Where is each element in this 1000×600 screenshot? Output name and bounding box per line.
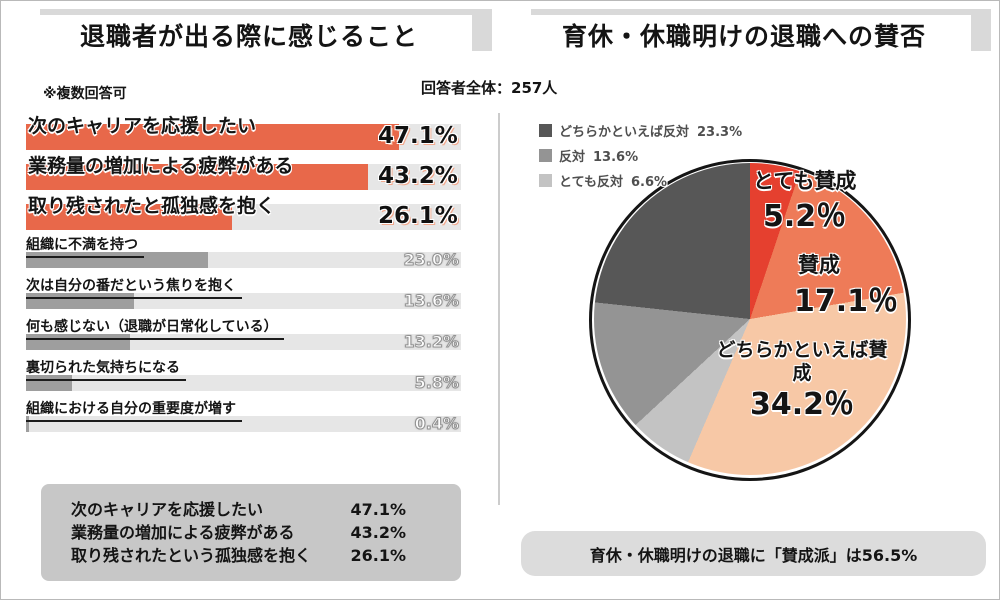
legend-pct: 6.6% xyxy=(631,175,667,190)
conclusion-note: 育休・休職明けの退職に「賛成派」は56.5% xyxy=(521,531,986,576)
bar-label: 次のキャリアを応援したい xyxy=(28,111,256,138)
bar-row: 何も感じない（退職が日常化している） 13.2% xyxy=(26,315,461,356)
summary-row: 業務量の増加による疲弊がある 43.2% xyxy=(71,521,406,544)
bar-label: 業務量の増加による疲弊がある xyxy=(28,151,293,178)
bar-row: 次のキャリアを応援したい 47.1% xyxy=(26,113,461,153)
bar-label: 何も感じない（退職が日常化している） xyxy=(26,316,284,340)
legend-label-text: どちらかといえば反対 xyxy=(559,125,689,140)
legend-item: どちらかといえば反対 23.3% xyxy=(539,121,742,140)
multiple-answers-note: ※複数回答可 xyxy=(43,83,127,103)
infographic-page: 退職者が出る際に感じること 育休・休職明けの退職への賛否 ※複数回答可 回答者全… xyxy=(0,0,1000,600)
legend-label-text: 反対 xyxy=(559,150,585,165)
bar-row: 組織に不満を持つ 23.0% xyxy=(26,233,461,274)
bar-value: 13.2% xyxy=(403,332,459,351)
bar-value: 0.4% xyxy=(415,414,459,433)
legend-item: とても反対 6.6% xyxy=(539,171,742,190)
bar-label: 取り残されたと孤独感を抱く xyxy=(28,191,275,218)
bar-value: 26.1% xyxy=(378,203,458,229)
bar-row: 裏切られた気持ちになる 5.8% xyxy=(26,356,461,397)
legend-pct: 23.3% xyxy=(697,125,742,140)
pie-slice-value: 34.2％ xyxy=(713,387,891,423)
legend-pct: 13.6% xyxy=(593,150,638,165)
pie-slice-label: 賛成 xyxy=(798,249,840,279)
legend-swatch xyxy=(539,174,552,187)
summary-row: 次のキャリアを応援したい 47.1% xyxy=(71,498,406,521)
left-section-title: 退職者が出る際に感じること xyxy=(26,9,488,55)
bar-value: 5.8% xyxy=(415,373,459,392)
summary-label: 取り残されたという孤独感を抱く xyxy=(71,544,311,567)
bar-row: 業務量の増加による疲弊がある 43.2% xyxy=(26,153,461,193)
summary-label: 次のキャリアを応援したい xyxy=(71,498,263,521)
pie-slice-label: どちらかといえば賛成 xyxy=(713,339,891,385)
bar-value: 43.2% xyxy=(378,163,458,189)
legend-label: とても反対 6.6% xyxy=(559,171,667,190)
pie-slice-value: 17.1％ xyxy=(794,276,898,320)
right-title-text: 育休・休職明けの退職への賛否 xyxy=(517,15,971,57)
bar-label: 組織における自分の重要度が増す xyxy=(26,398,242,422)
left-title-text: 退職者が出る際に感じること xyxy=(26,15,472,57)
legend-label-text: とても反対 xyxy=(559,175,623,190)
summary-value: 47.1% xyxy=(350,498,406,521)
bar-value: 13.6% xyxy=(403,291,459,310)
summary-value: 26.1% xyxy=(350,544,406,567)
legend-label: 反対 13.6% xyxy=(559,146,638,165)
vertical-divider xyxy=(498,113,500,505)
bar-row: 取り残されたと孤独感を抱く 26.1% xyxy=(26,193,461,233)
legend-label: どちらかといえば反対 23.3% xyxy=(559,121,742,140)
summary-label: 業務量の増加による疲弊がある xyxy=(71,521,295,544)
bar-row: 組織における自分の重要度が増す 0.4% xyxy=(26,397,461,438)
respondents-count: 回答者全体：257人 xyxy=(421,77,557,98)
summary-value: 43.2% xyxy=(350,521,406,544)
bar-label: 裏切られた気持ちになる xyxy=(26,357,186,381)
bar-value: 23.0% xyxy=(403,250,459,269)
top-answers-summary-box: 次のキャリアを応援したい 47.1% 業務量の増加による疲弊がある 43.2% … xyxy=(41,484,461,581)
bar-value: 47.1% xyxy=(378,123,458,149)
bar-label: 次は自分の番だという焦りを抱く xyxy=(26,275,242,299)
legend-item: 反対 13.6% xyxy=(539,146,742,165)
bar-label: 組織に不満を持つ xyxy=(26,234,144,258)
pie-slice-label-group: どちらかといえば賛成 34.2％ xyxy=(713,339,891,423)
bar-chart: 次のキャリアを応援したい 47.1% 業務量の増加による疲弊がある 43.2% … xyxy=(26,113,461,438)
pie-legend: どちらかといえば反対 23.3% 反対 13.6% とても反対 6.6% xyxy=(539,121,742,196)
right-section-title: 育休・休職明けの退職への賛否 xyxy=(517,9,987,55)
bar-row: 次は自分の番だという焦りを抱く 13.6% xyxy=(26,274,461,315)
legend-swatch xyxy=(539,124,552,137)
pie-slice-value: 5.2％ xyxy=(763,191,846,235)
summary-row: 取り残されたという孤独感を抱く 26.1% xyxy=(71,544,406,567)
legend-swatch xyxy=(539,149,552,162)
